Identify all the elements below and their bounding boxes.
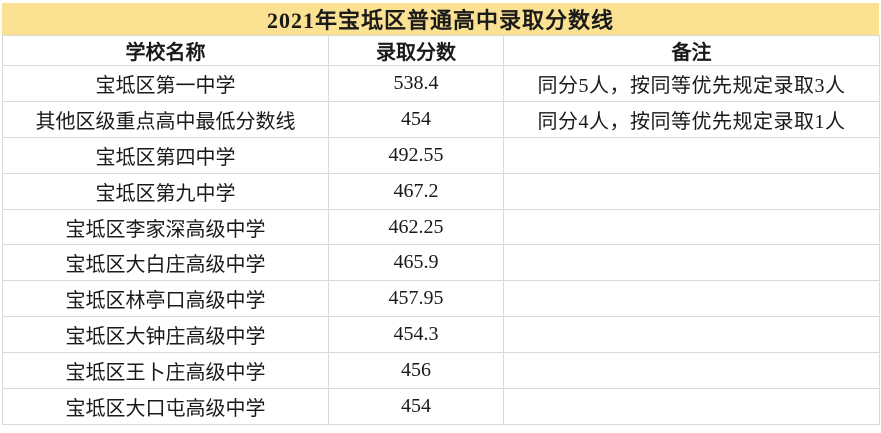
school-name-cell: 宝坻区第四中学 — [2, 136, 329, 174]
remark-cell — [503, 388, 880, 425]
score-cell: 454.3 — [328, 316, 504, 354]
school-name-cell: 其他区级重点高中最低分数线 — [2, 100, 329, 138]
school-name-cell: 宝坻区第一中学 — [2, 65, 329, 102]
school-name-cell: 宝坻区林亭口高级中学 — [2, 280, 329, 318]
remark-cell — [503, 208, 880, 246]
score-cell: 462.25 — [328, 208, 504, 246]
remark-cell: 同分5人，按同等优先规定录取3人 — [503, 65, 880, 102]
header-school-name: 学校名称 — [2, 35, 329, 66]
score-cell: 454 — [328, 100, 504, 138]
school-name-cell: 宝坻区大口屯高级中学 — [2, 388, 329, 425]
score-cell: 538.4 — [328, 65, 504, 102]
school-name-cell: 宝坻区王卜庄高级中学 — [2, 352, 329, 390]
remark-cell — [503, 244, 880, 282]
table-row: 宝坻区李家深高级中学 462.25 — [2, 208, 880, 246]
school-name-cell: 宝坻区大钟庄高级中学 — [2, 316, 329, 354]
score-cell: 467.2 — [328, 172, 504, 210]
remark-cell — [503, 280, 880, 318]
table-row: 宝坻区王卜庄高级中学 456 — [2, 352, 880, 390]
school-name-cell: 宝坻区第九中学 — [2, 172, 329, 210]
remark-cell — [503, 172, 880, 210]
admission-scores-table: 学校名称 录取分数 备注 宝坻区第一中学 538.4 同分5人，按同等优先规定录… — [2, 35, 880, 425]
remark-cell — [503, 352, 880, 390]
table-row: 宝坻区第九中学 467.2 — [2, 172, 880, 210]
table-row: 宝坻区第四中学 492.55 — [2, 136, 880, 174]
score-cell: 456 — [328, 352, 504, 390]
header-admission-score: 录取分数 — [328, 35, 504, 66]
score-cell: 465.9 — [328, 244, 504, 282]
table-row: 宝坻区大口屯高级中学 454 — [2, 388, 880, 425]
table-row: 宝坻区第一中学 538.4 同分5人，按同等优先规定录取3人 — [2, 65, 880, 102]
school-name-cell: 宝坻区李家深高级中学 — [2, 208, 329, 246]
remark-cell — [503, 316, 880, 354]
table-row: 宝坻区林亭口高级中学 457.95 — [2, 280, 880, 318]
remark-cell: 同分4人，按同等优先规定录取1人 — [503, 100, 880, 138]
remark-cell — [503, 136, 880, 174]
school-name-cell: 宝坻区大白庄高级中学 — [2, 244, 329, 282]
header-row: 学校名称 录取分数 备注 — [2, 35, 880, 66]
score-cell: 454 — [328, 388, 504, 425]
header-remarks: 备注 — [503, 35, 880, 66]
table-row: 宝坻区大白庄高级中学 465.9 — [2, 244, 880, 282]
score-cell: 492.55 — [328, 136, 504, 174]
table-row: 其他区级重点高中最低分数线 454 同分4人，按同等优先规定录取1人 — [2, 100, 880, 138]
table-title: 2021年宝坻区普通高中录取分数线 — [2, 3, 879, 35]
table-row: 宝坻区大钟庄高级中学 454.3 — [2, 316, 880, 354]
score-cell: 457.95 — [328, 280, 504, 318]
